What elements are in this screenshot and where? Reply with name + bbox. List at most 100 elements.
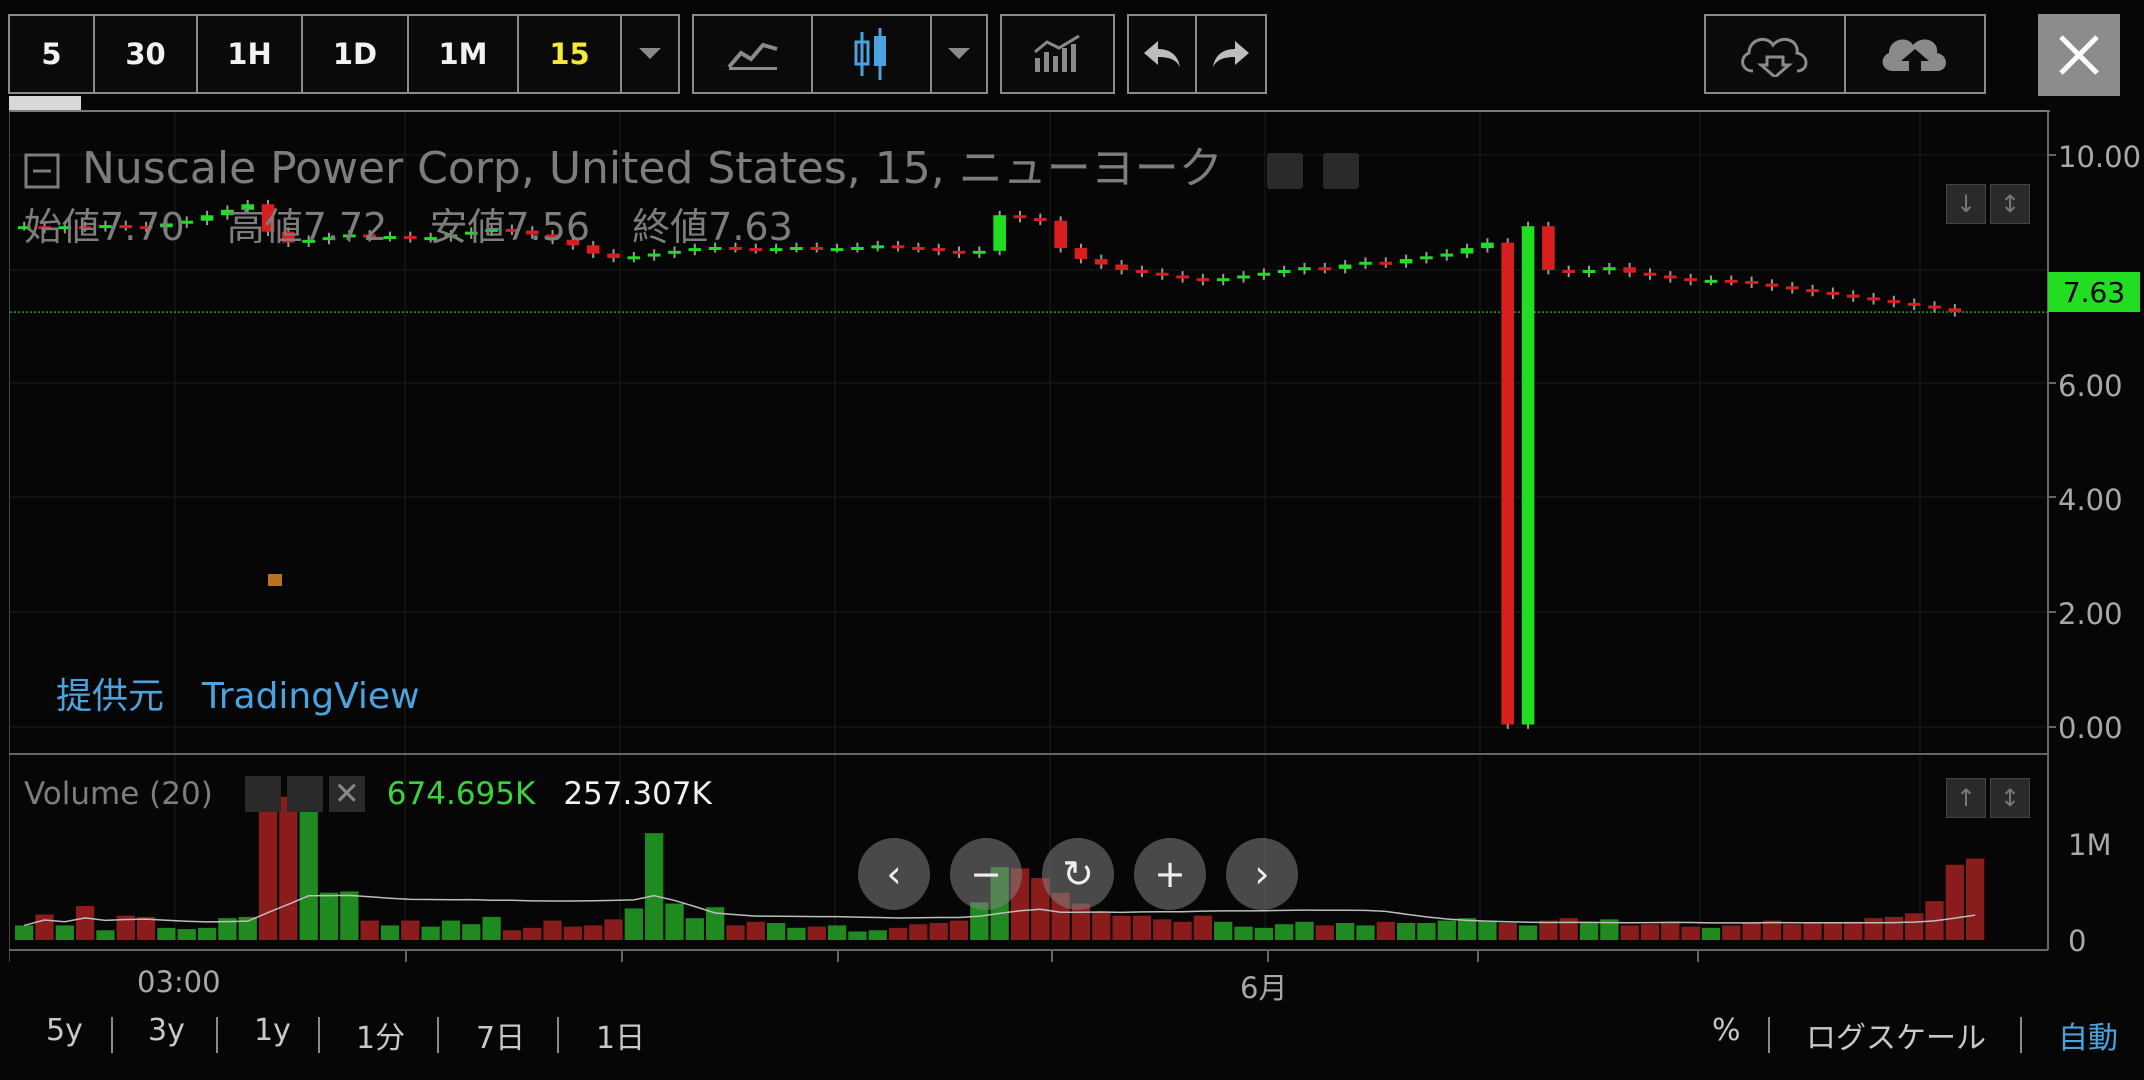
divider — [111, 1017, 113, 1053]
volume-bar — [1579, 921, 1599, 940]
interval-toolbar: 5 30 1H 1D 1M 15 — [8, 14, 680, 94]
volume-bar — [1092, 912, 1111, 940]
interval-15-button[interactable]: 15 — [519, 16, 622, 92]
scroll-right-button[interactable]: › — [1226, 838, 1298, 910]
candle — [343, 234, 356, 238]
volume-bar — [787, 927, 806, 940]
current-price-tag: 7.63 — [2048, 272, 2140, 312]
candle — [1379, 261, 1393, 265]
candle — [200, 215, 214, 221]
collapse-legend-icon[interactable] — [24, 153, 60, 189]
volume-value: 674.695K — [386, 776, 536, 812]
candle — [1338, 264, 1352, 269]
candle — [38, 226, 51, 230]
interval-30-button[interactable]: 30 — [95, 16, 198, 92]
redo-button[interactable] — [1197, 16, 1265, 92]
candle — [1216, 278, 1230, 282]
volume-bar — [319, 892, 339, 940]
legend-settings-icon[interactable] — [1322, 153, 1359, 189]
auto-scale-button[interactable]: 自動 — [2058, 1021, 2118, 1056]
zoom-in-button[interactable]: + — [1134, 838, 1206, 910]
expand-pane-icon[interactable]: ↕ — [1990, 184, 2030, 224]
range-1y-button[interactable]: 1y — [254, 1013, 291, 1048]
candle — [952, 250, 966, 254]
volume-bar — [1640, 924, 1660, 940]
price-axis-label: 2.00 — [2058, 597, 2123, 631]
scroll-down-icon[interactable]: ↓ — [1946, 184, 1986, 224]
volume-remove-icon[interactable]: ✕ — [328, 776, 365, 812]
undo-button[interactable] — [1129, 16, 1198, 92]
line-chart-button[interactable] — [694, 16, 813, 92]
scroll-left-button[interactable]: ‹ — [858, 838, 930, 910]
range-7d-button[interactable]: 7日 — [476, 1021, 526, 1056]
candle — [729, 247, 742, 250]
indicators-toolbar — [1000, 14, 1115, 94]
zoom-out-button[interactable]: − — [950, 838, 1022, 910]
volume-bar — [746, 921, 765, 940]
candle — [17, 226, 31, 230]
candlestick-chart-button[interactable] — [813, 16, 932, 92]
interval-1m-button[interactable]: 1M — [409, 16, 519, 92]
candle — [525, 230, 539, 235]
volume-bar — [888, 927, 908, 940]
volume-bar — [1762, 920, 1782, 940]
volume-bar — [1254, 927, 1274, 940]
divider — [1768, 1017, 1770, 1053]
interval-dropdown-button[interactable] — [622, 16, 678, 92]
range-3y-button[interactable]: 3y — [148, 1013, 185, 1048]
volume-expand-icon[interactable]: ↕ — [1990, 778, 2030, 818]
range-5y-button[interactable]: 5y — [46, 1013, 83, 1048]
cloud-upload-button[interactable] — [1846, 16, 1984, 92]
volume-bar — [116, 915, 135, 940]
candle — [912, 247, 925, 250]
volume-scroll-up-icon[interactable]: ↑ — [1946, 778, 1986, 818]
volume-axis-label: 1M — [2068, 828, 2112, 862]
candle — [505, 228, 519, 232]
candle — [1785, 286, 1799, 290]
collapse-toolbar-handle[interactable] — [9, 96, 81, 110]
candle — [1907, 302, 1921, 306]
provider-link[interactable]: TradingView — [202, 676, 420, 717]
volume-bar — [1559, 918, 1578, 940]
volume-bar — [1234, 926, 1253, 940]
candle — [444, 234, 458, 238]
candle — [1074, 248, 1088, 260]
high-value: 高値7.72 — [226, 205, 388, 249]
range-1d-button[interactable]: 1日 — [596, 1021, 646, 1056]
interval-1h-button[interactable]: 1H — [198, 16, 303, 92]
cloud-download-button[interactable] — [1706, 16, 1846, 92]
candle — [973, 250, 986, 254]
candle — [1135, 270, 1149, 273]
candle — [810, 247, 824, 250]
candlestick-icon — [854, 28, 886, 80]
candle — [566, 239, 580, 246]
volume-bar — [1173, 921, 1192, 940]
indicators-button[interactable] — [1002, 16, 1113, 92]
range-1min-button[interactable]: 1分 — [356, 1021, 406, 1056]
chevron-down-icon — [948, 48, 970, 59]
volume-bar — [157, 927, 176, 940]
candle — [1704, 279, 1718, 283]
candle — [1155, 272, 1169, 276]
chart-type-dropdown-button[interactable] — [932, 16, 986, 92]
interval-1d-button[interactable]: 1D — [303, 16, 409, 92]
percent-scale-button[interactable]: % — [1712, 1013, 1741, 1048]
log-scale-button[interactable]: ログスケール — [1806, 1021, 1986, 1056]
candle — [1603, 267, 1616, 271]
volume-settings-icon[interactable] — [286, 776, 323, 812]
legend-visibility-icon[interactable] — [1266, 153, 1303, 189]
ohlc-values: 始値7.70 高値7.72 安値7.56 終値7.63 — [24, 196, 823, 251]
volume-bar — [665, 903, 684, 940]
volume-visibility-icon[interactable] — [244, 776, 281, 812]
interval-5-button[interactable]: 5 — [10, 16, 95, 92]
close-button[interactable] — [2038, 14, 2120, 96]
cloud-toolbar — [1704, 14, 1986, 94]
chart-legend: Nuscale Power Corp, United States, 15, ニ… — [24, 132, 1359, 196]
volume-bar — [197, 927, 217, 940]
volume-bar — [1498, 923, 1517, 940]
volume-bar — [1661, 923, 1680, 940]
candle — [1359, 261, 1372, 265]
reset-button[interactable]: ↻ — [1042, 838, 1114, 910]
time-axis-label: 03:00 — [137, 965, 221, 999]
